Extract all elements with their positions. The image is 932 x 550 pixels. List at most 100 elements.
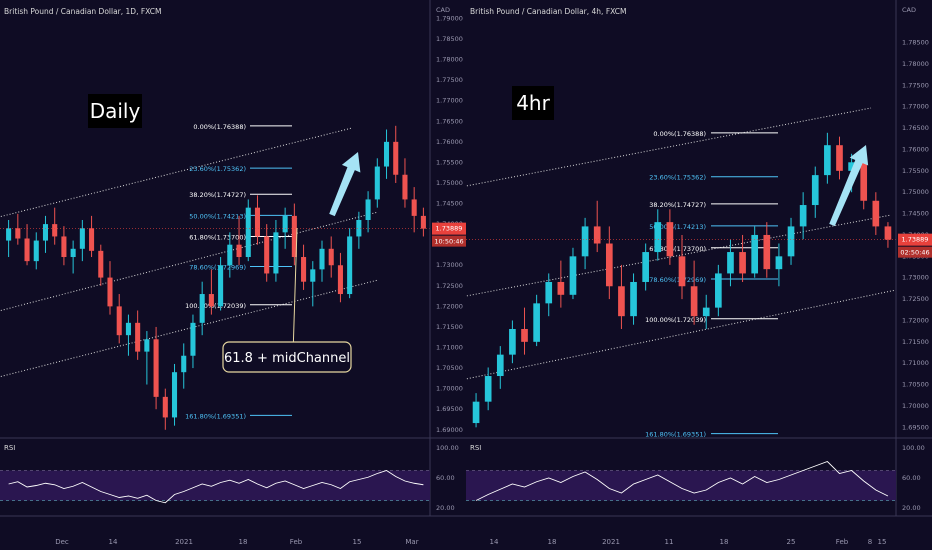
price-tick-label: 1.76000 (902, 145, 929, 153)
rsi-band (466, 470, 896, 501)
candle-body (181, 355, 187, 373)
candle-body (787, 226, 795, 257)
candle-body (763, 234, 771, 270)
daily-chart-panel[interactable]: 0.00%(1.76388) 23.60%(1.75362) 38.20%(1.74… (0, 0, 466, 550)
price-tick-label: 1.70500 (902, 381, 929, 389)
candle-body (365, 199, 371, 220)
price-tick-label: 1.70500 (436, 364, 463, 372)
candle-body (291, 215, 297, 258)
fib-level-label: 38.20%(1.74727) (649, 201, 706, 209)
rsi-tick-label: 60.00 (902, 474, 921, 482)
candle-body (654, 222, 662, 253)
rsi-tick-label: 20.00 (902, 504, 921, 512)
candle-body (208, 294, 214, 307)
time-tick-label: 15 (353, 538, 362, 546)
time-tick-label: 15 (878, 538, 887, 546)
time-tick-label: 2021 (175, 538, 193, 546)
time-tick-label: Feb (836, 538, 849, 546)
price-tick-label: 1.71000 (902, 359, 929, 367)
fib-level-label: 0.00%(1.76388) (653, 130, 706, 138)
rsi-tick-label: 100.00 (436, 444, 459, 452)
candle-body (79, 228, 85, 249)
rsi-line (8, 470, 424, 504)
time-tick-label: 8 (868, 538, 872, 546)
fib-level-label: 100.00%(1.72039) (645, 316, 706, 324)
candle-body (848, 162, 855, 171)
candle-body (162, 396, 168, 418)
fib-level-label: 61.80%(1.73700) (189, 233, 246, 241)
bar-countdown: 10:50:46 (434, 238, 463, 246)
candle-body (666, 222, 674, 257)
price-tick-label: 1.78500 (436, 35, 463, 43)
bar-countdown: 02:50:46 (900, 249, 929, 257)
candle-body (227, 244, 233, 266)
candle-body (775, 256, 783, 270)
candle-body (218, 265, 224, 307)
price-tick-label: 1.77500 (902, 81, 929, 89)
price-tick-label: 1.77000 (902, 103, 929, 111)
candle-body (98, 250, 104, 278)
candle-body (642, 252, 649, 282)
countdown-tag (898, 246, 932, 258)
fib-level-label: 38.20%(1.74727) (189, 191, 246, 199)
candle-body (836, 145, 843, 171)
price-tick-label: 1.69500 (902, 423, 929, 431)
candle-body (411, 199, 417, 216)
candle-body (824, 145, 831, 176)
currency-label: CAD (436, 6, 450, 14)
rsi-label: RSI (4, 444, 15, 452)
callout-pointer (292, 227, 298, 343)
price-tick-label: 1.70000 (436, 385, 463, 393)
candle-body (24, 238, 30, 262)
candle-body (751, 234, 759, 274)
rsi-label: RSI (470, 444, 481, 452)
fib-level-label: 100.00%(1.72039) (185, 302, 246, 310)
candle-body (116, 306, 122, 336)
countdown-tag (432, 235, 466, 247)
currency-label: CAD (902, 6, 916, 14)
price-tick-label: 1.75500 (436, 158, 463, 166)
price-tick-label: 1.76500 (902, 124, 929, 132)
candle-body (245, 207, 251, 258)
time-tick-label: 2021 (602, 538, 620, 546)
candle-body (61, 236, 67, 258)
fib-level-label: 0.00%(1.76388) (193, 123, 246, 131)
fib-level-label: 50.00%(1.74213) (649, 223, 706, 231)
candle-body (472, 401, 480, 424)
channel-line (0, 127, 353, 218)
4hr-chart-panel[interactable]: 0.00%(1.76388) 23.60%(1.75362) 38.20%(1.74… (466, 0, 932, 550)
time-tick-label: Mar (405, 538, 418, 546)
timeframe-badge-bg (88, 94, 142, 128)
rsi-tick-label: 20.00 (436, 504, 455, 512)
rsi-band (0, 470, 430, 501)
candle-body (6, 228, 12, 241)
callout-text: 61.8 + midChannel (224, 351, 350, 366)
time-tick-label: 11 (665, 538, 674, 546)
time-tick-label: Dec (55, 538, 69, 546)
time-tick-label: 14 (109, 538, 118, 546)
candle-body (319, 248, 325, 270)
panel-background (466, 0, 932, 550)
price-tick-label: 1.78000 (436, 56, 463, 64)
candle-body (273, 232, 279, 274)
candle-body (347, 236, 353, 295)
candle-body (509, 329, 516, 355)
callout-box (222, 341, 352, 373)
time-tick-label: 14 (490, 538, 499, 546)
price-tick-label: 1.71500 (436, 323, 463, 331)
price-tick-label: 1.76500 (436, 117, 463, 125)
candle-body (402, 174, 408, 200)
candle-body (872, 200, 880, 227)
channel-line (466, 107, 872, 187)
candle-body (533, 303, 540, 342)
time-tick-label: 25 (787, 538, 796, 546)
candle-body (199, 294, 205, 323)
trend-arrow (329, 152, 361, 217)
candle-body (678, 256, 686, 287)
time-tick-label: 18 (548, 538, 557, 546)
candle-body (264, 236, 270, 274)
timeframe-badge-bg (512, 86, 554, 120)
candle-body (569, 256, 577, 295)
candle-body (727, 252, 734, 274)
